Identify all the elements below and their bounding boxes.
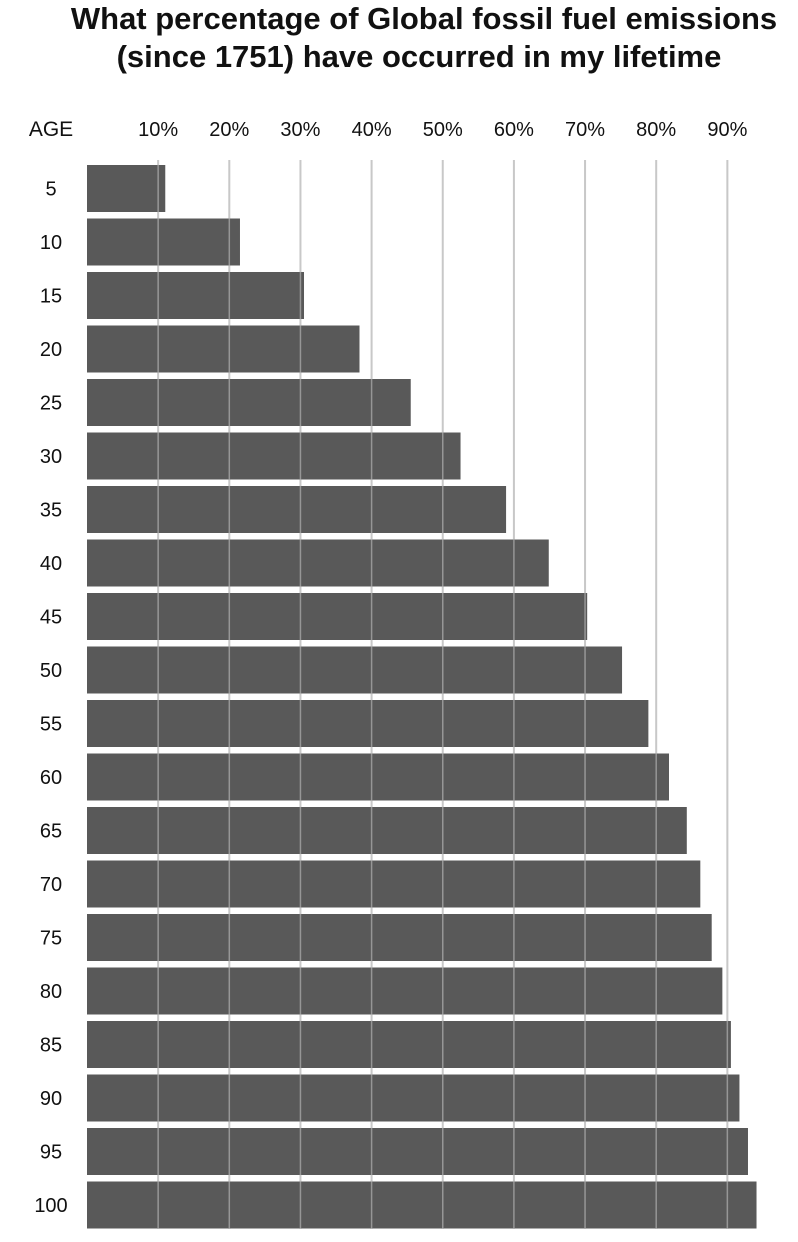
y-tick-label: 95 bbox=[40, 1142, 62, 1164]
x-tick-label: 30% bbox=[280, 119, 320, 141]
bar-age-35 bbox=[87, 486, 507, 533]
y-tick-label: 55 bbox=[40, 714, 62, 736]
x-tick-label: 80% bbox=[636, 119, 676, 141]
y-tick-label: 65 bbox=[40, 821, 62, 843]
y-axis-ticks: 5 10 15 20 25 30 35 40 45 50 55 60 65 70 75 80 85 90 95 100 bbox=[34, 179, 67, 1218]
y-tick-label: 60 bbox=[40, 767, 62, 789]
bar-age-10 bbox=[87, 218, 240, 266]
bar-age-70 bbox=[87, 860, 701, 908]
y-tick-label: 40 bbox=[40, 553, 62, 575]
y-tick-label: 100 bbox=[34, 1195, 67, 1217]
y-tick-label: 45 bbox=[40, 607, 62, 629]
bar-age-45 bbox=[87, 593, 588, 640]
bar-age-20 bbox=[87, 325, 360, 373]
gridlines-overlay bbox=[157, 160, 729, 1229]
bar-age-80 bbox=[87, 967, 723, 1015]
y-tick-label: 50 bbox=[40, 660, 62, 682]
bar-age-90 bbox=[87, 1074, 740, 1122]
y-tick-label: 70 bbox=[40, 874, 62, 896]
bar-age-55 bbox=[87, 700, 649, 747]
bars bbox=[87, 165, 757, 1229]
y-tick-label: 25 bbox=[40, 393, 62, 415]
y-tick-label: 15 bbox=[40, 286, 62, 308]
bar-age-95 bbox=[87, 1128, 748, 1175]
x-tick-label: 60% bbox=[494, 119, 534, 141]
bar-age-15 bbox=[87, 272, 305, 319]
y-tick-label: 35 bbox=[40, 500, 62, 522]
bar-age-85 bbox=[87, 1021, 731, 1068]
chart-title-line-1: What percentage of Global fossil fuel em… bbox=[70, 1, 778, 36]
bar-age-40 bbox=[87, 539, 549, 587]
x-tick-label: 10% bbox=[138, 119, 178, 141]
x-axis-ticks: 10% 20% 30% 40% 50% 60% 70% 80% 90% bbox=[138, 119, 747, 141]
bar-age-5 bbox=[87, 165, 166, 212]
y-tick-label: 85 bbox=[40, 1035, 62, 1057]
x-tick-label: 20% bbox=[209, 119, 249, 141]
category-axis-label: AGE bbox=[29, 118, 73, 141]
bar-age-75 bbox=[87, 914, 712, 961]
bar-age-50 bbox=[87, 646, 623, 694]
y-tick-label: 80 bbox=[40, 981, 62, 1003]
y-tick-label: 90 bbox=[40, 1088, 62, 1110]
bar-age-30 bbox=[87, 432, 461, 480]
x-tick-label: 40% bbox=[352, 119, 392, 141]
bar-age-60 bbox=[87, 753, 670, 801]
x-tick-label: 50% bbox=[423, 119, 463, 141]
x-tick-label: 70% bbox=[565, 119, 605, 141]
y-tick-label: 10 bbox=[40, 232, 62, 254]
y-tick-label: 30 bbox=[40, 446, 62, 468]
y-tick-label: 75 bbox=[40, 928, 62, 950]
bar-age-65 bbox=[87, 807, 687, 854]
y-tick-label: 20 bbox=[40, 339, 62, 361]
bar-age-100 bbox=[87, 1181, 757, 1229]
bar-age-25 bbox=[87, 379, 411, 426]
y-tick-label: 5 bbox=[45, 179, 56, 201]
x-tick-label: 90% bbox=[707, 119, 747, 141]
chart-title-line-2: (since 1751) have occurred in my lifetim… bbox=[116, 39, 722, 74]
chart-title: What percentage of Global fossil fuel em… bbox=[0, 0, 798, 76]
